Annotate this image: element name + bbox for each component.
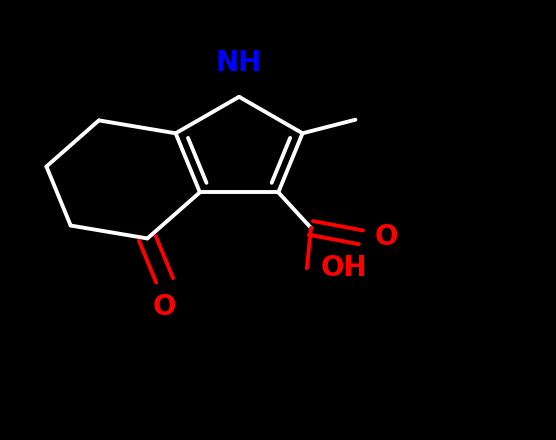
Text: NH: NH bbox=[216, 49, 262, 77]
Text: OH: OH bbox=[321, 254, 368, 282]
Text: O: O bbox=[153, 293, 176, 322]
Text: O: O bbox=[375, 224, 398, 251]
